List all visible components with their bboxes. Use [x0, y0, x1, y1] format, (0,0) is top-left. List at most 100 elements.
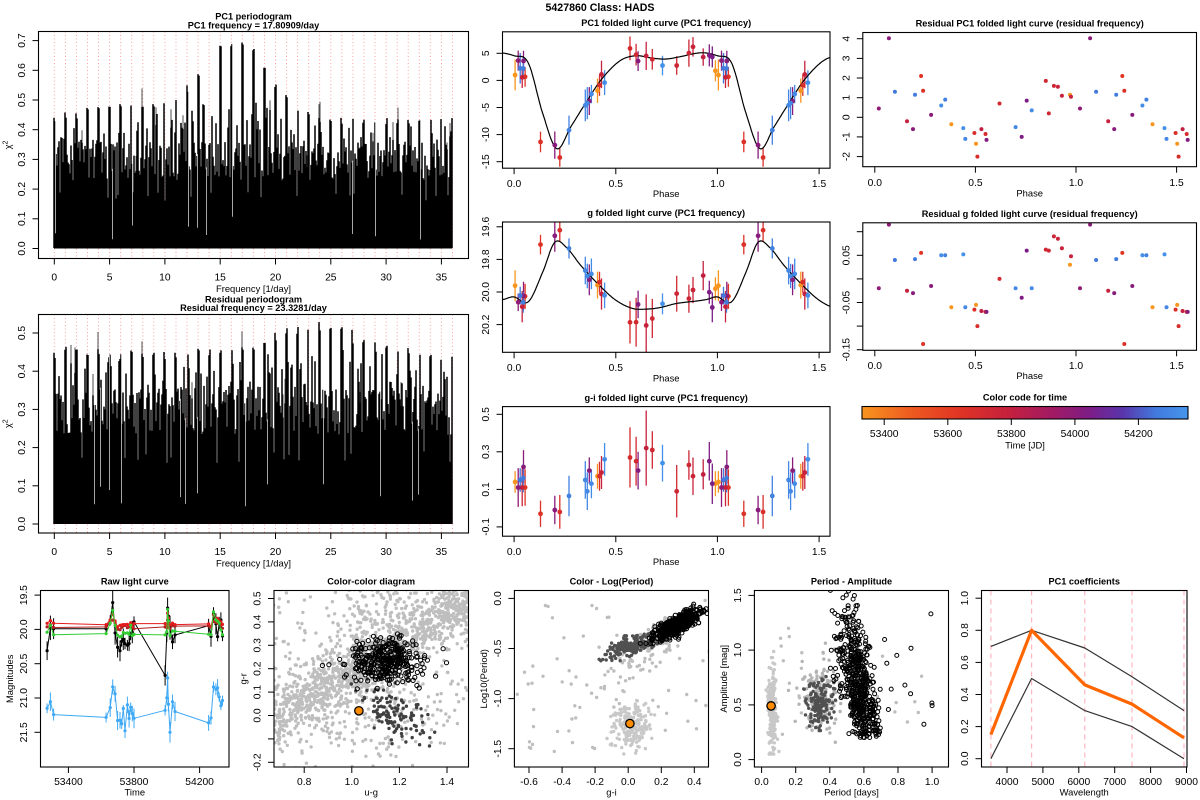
svg-text:0.2: 0.2 — [17, 440, 28, 455]
svg-text:53600: 53600 — [933, 429, 962, 440]
svg-text:0.4: 0.4 — [687, 777, 702, 788]
svg-text:u-g: u-g — [364, 787, 378, 798]
svg-text:15: 15 — [214, 273, 226, 284]
svg-text:0.0: 0.0 — [868, 361, 883, 372]
svg-text:0.3: 0.3 — [481, 444, 492, 459]
svg-text:1.2: 1.2 — [392, 777, 407, 788]
svg-text:g-i folded light curve (PC1 fr: g-i folded light curve (PC1 frequency) — [585, 393, 748, 403]
svg-text:0: 0 — [841, 114, 852, 120]
svg-text:1.5: 1.5 — [1169, 178, 1184, 189]
svg-text:1.0: 1.0 — [925, 777, 940, 788]
svg-text:Phase: Phase — [653, 556, 680, 567]
svg-text:5: 5 — [107, 273, 113, 284]
svg-text:-0.5: -0.5 — [493, 639, 504, 657]
svg-text:1.0: 1.0 — [710, 363, 725, 374]
svg-text:0.6: 0.6 — [857, 777, 872, 788]
svg-text:-0.15: -0.15 — [841, 338, 852, 362]
svg-text:0.4: 0.4 — [823, 777, 838, 788]
svg-text:25: 25 — [325, 547, 337, 558]
svg-text:0.05: 0.05 — [841, 245, 852, 265]
svg-text:0.7: 0.7 — [17, 33, 28, 48]
svg-text:-0.2: -0.2 — [253, 753, 264, 771]
svg-text:Frequency [1/day]: Frequency [1/day] — [216, 283, 291, 294]
svg-text:9000: 9000 — [1175, 777, 1198, 788]
svg-text:20.0: 20.0 — [481, 282, 492, 302]
svg-text:30: 30 — [380, 547, 392, 558]
svg-text:0.5: 0.5 — [253, 591, 264, 606]
svg-text:0.4: 0.4 — [17, 364, 28, 379]
svg-text:1.0: 1.0 — [710, 547, 725, 558]
svg-text:0.2: 0.2 — [789, 777, 804, 788]
svg-text:0.0: 0.0 — [17, 241, 28, 256]
svg-text:1.5: 1.5 — [1169, 361, 1184, 372]
svg-text:0.5: 0.5 — [968, 178, 983, 189]
svg-text:Color code for time: Color code for time — [983, 393, 1067, 403]
svg-text:0.6: 0.6 — [17, 63, 28, 78]
svg-text:1: 1 — [841, 95, 852, 101]
svg-text:0.0: 0.0 — [507, 363, 522, 374]
svg-text:5000: 5000 — [1031, 777, 1054, 788]
svg-text:4: 4 — [841, 36, 852, 42]
svg-text:53800: 53800 — [120, 777, 149, 788]
svg-text:7000: 7000 — [1103, 777, 1126, 788]
svg-text:0.0: 0.0 — [253, 708, 264, 723]
svg-text:19.6: 19.6 — [481, 217, 492, 237]
svg-text:19.5: 19.5 — [19, 585, 30, 605]
svg-text:0.5: 0.5 — [609, 363, 624, 374]
svg-text:Residual frequency = 23.3281/d: Residual frequency = 23.3281/day — [180, 303, 328, 313]
svg-text:Period [days]: Period [days] — [824, 787, 879, 798]
svg-text:Time [JD]: Time [JD] — [1005, 440, 1045, 451]
svg-text:PC1 folded light curve (PC1 fr: PC1 folded light curve (PC1 frequency) — [581, 18, 751, 28]
svg-text:0.1: 0.1 — [253, 685, 264, 700]
svg-text:-0.05: -0.05 — [841, 290, 852, 314]
svg-text:1.0: 1.0 — [345, 777, 360, 788]
svg-text:0.0: 0.0 — [17, 517, 28, 532]
svg-text:1.5: 1.5 — [733, 588, 744, 603]
svg-text:-10: -10 — [481, 127, 492, 142]
svg-text:-2: -2 — [841, 152, 852, 161]
svg-text:20: 20 — [270, 547, 282, 558]
svg-text:Raw light curve: Raw light curve — [101, 577, 169, 587]
svg-text:Phase: Phase — [1016, 187, 1043, 198]
svg-text:0.0: 0.0 — [754, 777, 769, 788]
svg-text:-15: -15 — [481, 154, 492, 169]
svg-text:1.4: 1.4 — [440, 777, 455, 788]
svg-text:Residual periodogram: Residual periodogram — [205, 294, 302, 304]
svg-text:-1.0: -1.0 — [493, 689, 504, 707]
svg-text:0.3: 0.3 — [17, 152, 28, 167]
svg-text:0.6: 0.6 — [960, 655, 971, 670]
svg-text:0.4: 0.4 — [960, 687, 971, 702]
svg-text:-0.2: -0.2 — [586, 777, 604, 788]
svg-text:g-r: g-r — [238, 673, 249, 684]
svg-text:0.8: 0.8 — [297, 777, 312, 788]
svg-text:1.5: 1.5 — [812, 179, 827, 190]
svg-text:0.3: 0.3 — [253, 638, 264, 653]
svg-text:20.5: 20.5 — [19, 653, 30, 673]
svg-text:0.1: 0.1 — [17, 211, 28, 226]
svg-text:4000: 4000 — [996, 777, 1019, 788]
svg-text:6000: 6000 — [1067, 777, 1090, 788]
svg-text:0.0: 0.0 — [507, 179, 522, 190]
svg-text:-0.6: -0.6 — [520, 777, 538, 788]
svg-text:3: 3 — [841, 55, 852, 61]
svg-text:PC1 periodogram: PC1 periodogram — [215, 12, 292, 22]
svg-text:25: 25 — [325, 273, 337, 284]
svg-text:g folded light curve (PC1 freq: g folded light curve (PC1 frequency) — [587, 208, 745, 218]
svg-text:PC1 frequency = 17.80909/day: PC1 frequency = 17.80909/day — [188, 20, 320, 30]
svg-text:0.1: 0.1 — [481, 482, 492, 497]
svg-text:χ2: χ2 — [2, 140, 13, 149]
svg-text:0.0: 0.0 — [733, 752, 744, 767]
svg-text:χ2: χ2 — [2, 419, 13, 428]
svg-text:5: 5 — [481, 50, 492, 56]
svg-text:Time: Time — [125, 787, 145, 798]
svg-text:20: 20 — [270, 273, 282, 284]
svg-text:Residual g folded light curve: Residual g folded light curve (residual … — [922, 209, 1138, 219]
svg-text:5427860 Class: HADS: 5427860 Class: HADS — [546, 2, 655, 14]
svg-text:53400: 53400 — [54, 777, 83, 788]
svg-text:10: 10 — [159, 273, 171, 284]
svg-text:0.5: 0.5 — [733, 697, 744, 712]
svg-text:0.5: 0.5 — [481, 407, 492, 422]
svg-text:Phase: Phase — [653, 372, 680, 383]
svg-text:0.0: 0.0 — [960, 751, 971, 766]
svg-text:0.0: 0.0 — [621, 777, 636, 788]
